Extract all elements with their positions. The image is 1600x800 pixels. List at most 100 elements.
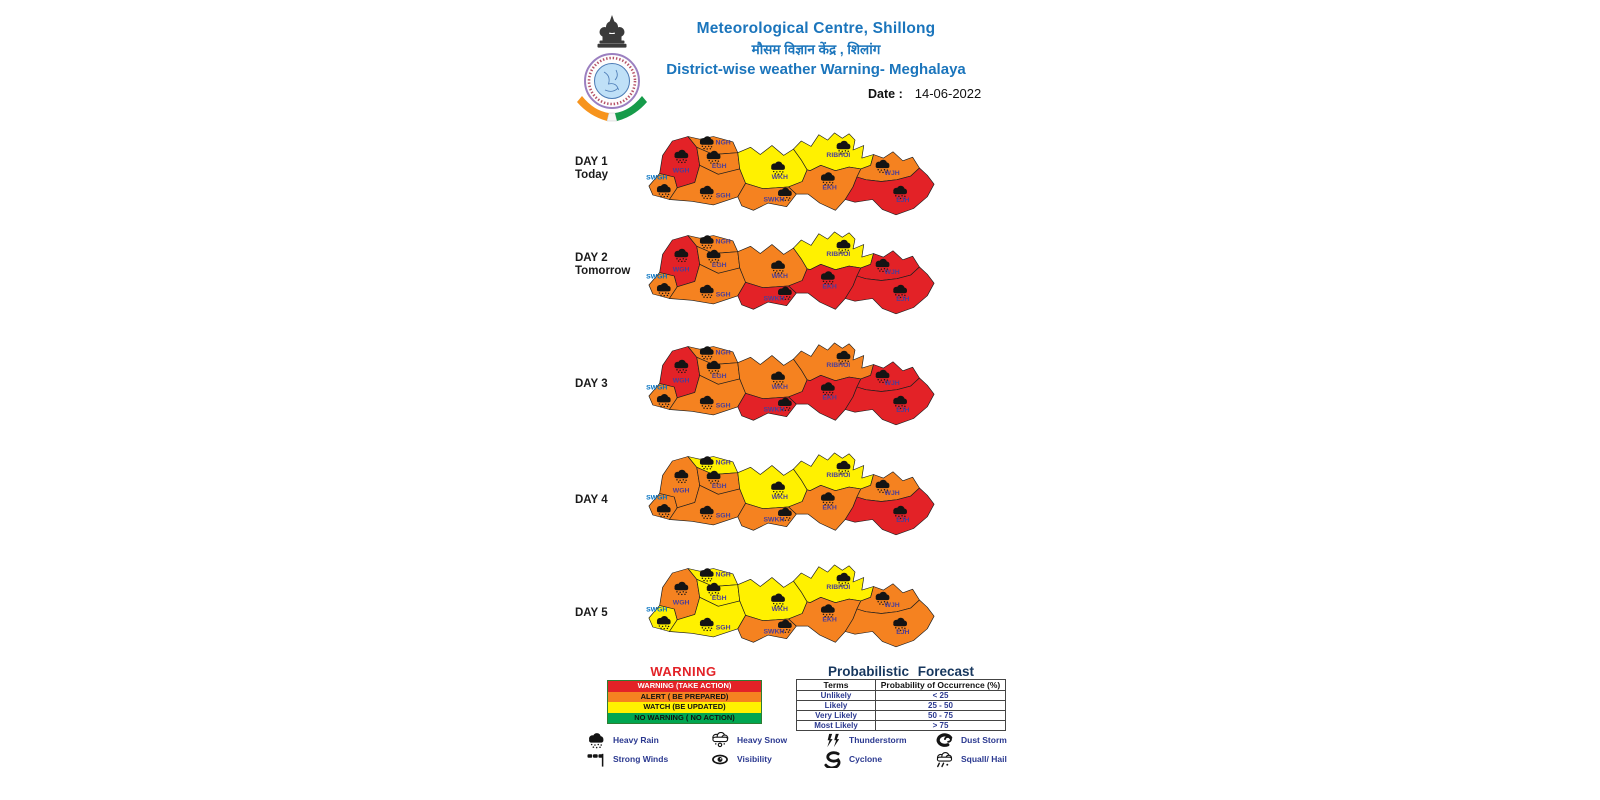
district-label-WKH: WKH	[772, 174, 789, 181]
date-row: Date : 14-06-2022	[868, 86, 981, 101]
district-label-NGH: NGH	[716, 239, 731, 246]
district-label-WJH: WJH	[885, 490, 900, 497]
district-label-EJH: EJH	[896, 296, 910, 303]
district-label-NGH: NGH	[716, 460, 731, 467]
day-4-label: DAY 4	[575, 494, 608, 506]
heavy-rain-icon	[589, 732, 604, 748]
squall-hail-icon	[936, 751, 953, 767]
district-EJH	[844, 377, 935, 426]
district-label-EGH: EGH	[712, 373, 727, 380]
district-EJH	[844, 599, 935, 648]
district-label-RIBHOI: RIBHOI	[826, 362, 850, 369]
col-header-terms: Terms	[796, 679, 876, 691]
ribbon-orange	[577, 96, 609, 121]
district-label-EKH: EKH	[822, 395, 837, 402]
district-label-SGH: SGH	[716, 625, 731, 632]
heavy-snow-icon	[712, 731, 729, 747]
district-label-SWGH: SWGH	[646, 607, 668, 614]
district-label-SWKH: SWKH	[763, 517, 784, 524]
district-label-WJH: WJH	[885, 269, 900, 276]
district-label-NGH: NGH	[716, 350, 731, 357]
day-1-label: DAY 1 Today	[575, 156, 609, 181]
day-5-label: DAY 5	[575, 607, 608, 619]
symbol-legend: Heavy Rain Heavy Snow Thunderstorm	[586, 731, 1046, 768]
district-EJH	[844, 167, 935, 216]
warning-legend: WARNING (TAKE ACTION) ALERT ( BE PREPARE…	[607, 680, 762, 724]
district-label-RIBHOI: RIBHOI	[826, 472, 850, 479]
district-label-RIBHOI: RIBHOI	[826, 152, 850, 159]
table-header-row: Terms Probability of Occurrence (%)	[796, 679, 1006, 691]
district-label-EGH: EGH	[712, 163, 727, 170]
thunderstorm-icon	[827, 733, 840, 747]
prob-forecast-title: Probabilistic Forecast	[827, 664, 975, 679]
district-label-EKH: EKH	[822, 185, 837, 192]
ashoka-emblem-icon	[597, 15, 627, 48]
org-title-hindi: मौसम विज्ञान केंद्र , शिलांग	[751, 42, 881, 57]
warning-row-watch: WATCH (BE UPDATED)	[608, 702, 761, 713]
district-label-WGH: WGH	[673, 168, 690, 175]
district-label-WJH: WJH	[885, 380, 900, 387]
district-label-EJH: EJH	[896, 407, 910, 414]
page-title: District-wise weather Warning- Meghalaya	[666, 61, 966, 78]
date-label: Date :	[868, 87, 903, 101]
legend-item-strong-winds: Strong Winds	[586, 751, 710, 767]
map-day-2: SWGH WGH NGH EGH SGH WKH SWKH RIBHOI EKH WJH EJH	[646, 231, 935, 315]
day-3-label: DAY 3	[575, 378, 608, 390]
cyclone-icon	[824, 750, 841, 768]
visibility-icon	[712, 754, 728, 764]
table-row: Very Likely 50 - 75	[796, 710, 1006, 721]
district-label-SGH: SGH	[716, 292, 731, 299]
legend-item-heavy-rain: Heavy Rain	[586, 732, 710, 748]
ribbon-green	[615, 96, 647, 121]
district-EJH	[844, 487, 935, 536]
legend-item-thunderstorm: Thunderstorm	[822, 732, 934, 748]
warning-row-no-warning: NO WARNING ( NO ACTION)	[608, 712, 761, 723]
district-label-EKH: EKH	[822, 617, 837, 624]
org-title: Meteorological Centre, Shillong	[696, 20, 936, 37]
imd-logo-icon	[576, 14, 648, 124]
district-label-SWKH: SWKH	[763, 629, 784, 636]
district-label-SWKH: SWKH	[763, 197, 784, 204]
district-label-WJH: WJH	[885, 602, 900, 609]
district-label-WGH: WGH	[673, 267, 690, 274]
district-label-WKH: WKH	[772, 606, 789, 613]
legend-item-visibility: Visibility	[710, 751, 822, 767]
district-label-SWGH: SWGH	[646, 175, 668, 182]
legend-item-squall-hail: Squall/ Hail	[934, 751, 1038, 767]
district-label-EGH: EGH	[712, 262, 727, 269]
district-label-RIBHOI: RIBHOI	[826, 584, 850, 591]
district-label-RIBHOI: RIBHOI	[826, 251, 850, 258]
legend-item-cyclone: Cyclone	[822, 750, 934, 768]
district-label-WKH: WKH	[772, 494, 789, 501]
district-label-WGH: WGH	[673, 378, 690, 385]
district-label-SWGH: SWGH	[646, 385, 668, 392]
district-label-WJH: WJH	[885, 170, 900, 177]
table-row: Most Likely > 75	[796, 720, 1006, 731]
district-label-EGH: EGH	[712, 595, 727, 602]
district-label-SWKH: SWKH	[763, 296, 784, 303]
table-row: Unlikely < 25	[796, 690, 1006, 701]
district-label-SGH: SGH	[716, 513, 731, 520]
map-day-4: SWGH WGH NGH EGH SGH WKH SWKH RIBHOI EKH WJH EJH	[646, 452, 935, 536]
district-label-SWGH: SWGH	[646, 495, 668, 502]
warning-row-alert: ALERT ( BE PREPARED)	[608, 691, 761, 702]
district-label-WKH: WKH	[772, 384, 789, 391]
district-label-WGH: WGH	[673, 488, 690, 495]
legend-item-heavy-snow: Heavy Snow	[710, 731, 822, 748]
date-value: 14-06-2022	[914, 86, 982, 101]
district-label-EJH: EJH	[896, 197, 910, 204]
district-label-NGH: NGH	[716, 572, 731, 579]
district-label-SGH: SGH	[716, 193, 731, 200]
district-label-SWGH: SWGH	[646, 274, 668, 281]
table-row: Likely 25 - 50	[796, 700, 1006, 711]
district-label-WKH: WKH	[772, 273, 789, 280]
legend-item-dust-storm: Dust Storm	[934, 732, 1038, 748]
warning-row-take-action: WARNING (TAKE ACTION)	[608, 681, 761, 692]
district-label-EJH: EJH	[896, 517, 910, 524]
prob-forecast-table: Terms Probability of Occurrence (%) Unli…	[796, 679, 1006, 731]
strong-winds-icon	[587, 753, 604, 767]
warning-legend-title: WARNING	[650, 664, 717, 679]
district-label-EKH: EKH	[822, 505, 837, 512]
col-header-probability: Probability of Occurrence (%)	[875, 679, 1006, 691]
